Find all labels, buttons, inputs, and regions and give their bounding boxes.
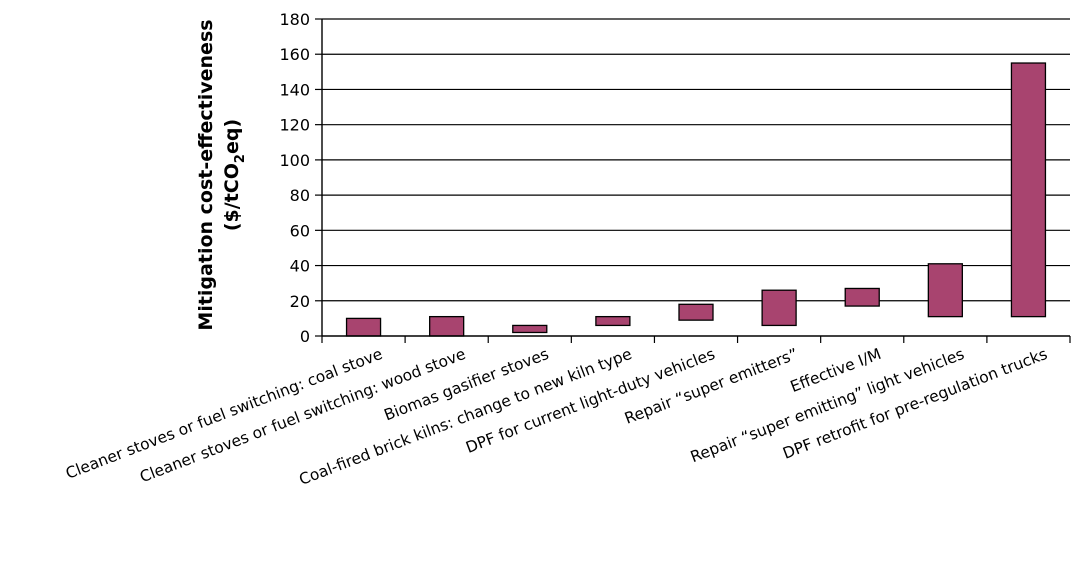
y-axis-title-line1: Mitigation cost-effectiveness (195, 19, 217, 330)
bar (678, 303, 714, 321)
y-tick-label: 20 (290, 292, 310, 311)
gridlines (322, 18, 1070, 302)
bars (345, 62, 1047, 337)
y-tick-label: 80 (290, 186, 310, 205)
y-tick-label: 0 (300, 327, 310, 346)
y-tick-label: 40 (290, 257, 310, 276)
y-axis-unit-subscript: 2 (233, 154, 248, 163)
bar (927, 263, 963, 318)
y-tick-label: 120 (279, 116, 310, 135)
bar (761, 289, 797, 327)
y-tick-label: 140 (279, 80, 310, 99)
y-axis-unit-prefix: ($/tCO (221, 163, 243, 231)
y-tick-label: 100 (279, 151, 310, 170)
y-tick-label: 180 (279, 10, 310, 29)
y-axis-unit-suffix: eq) (221, 119, 243, 154)
bar (429, 315, 465, 337)
y-tick-label: 160 (279, 45, 310, 64)
bar (595, 315, 631, 327)
axes (315, 18, 1071, 343)
bar (512, 324, 548, 334)
bar (844, 287, 880, 307)
y-tick-label: 60 (290, 221, 310, 240)
bar (1010, 62, 1047, 318)
bar (345, 317, 382, 337)
category-label: Cleaner stoves or fuel switching: wood s… (137, 345, 468, 486)
y-axis-title-line2: ($/tCO2eq) (221, 119, 248, 231)
